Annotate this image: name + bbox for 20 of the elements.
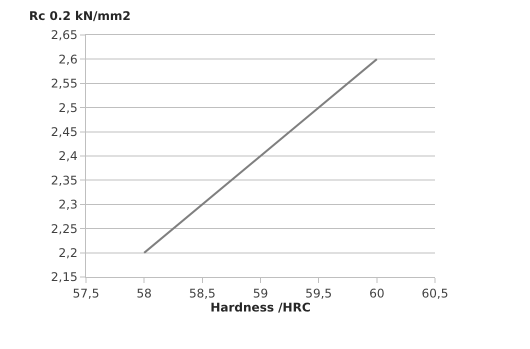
y-tick-label: 2,35 [50,173,78,188]
x-tick-label: 59,5 [305,286,332,300]
y-tick-label: 2,2 [58,246,78,260]
x-tick-label: 59 [252,286,268,300]
x-tick-label: 60 [369,286,384,300]
y-axis-title: Rc 0.2 kN/mm2 [29,9,131,23]
y-tick-label: 2,25 [50,222,78,236]
y-tick-label: 2,15 [50,270,78,284]
y-tick-label: 2,6 [58,52,78,66]
y-tick-label: 2,65 [50,28,78,42]
y-tick-label: 2,3 [58,198,78,212]
y-tick-label: 2,5 [58,100,78,115]
x-tick-label: 58,5 [188,286,216,300]
y-tick-label: 2,45 [50,125,78,139]
x-tick-label: 58 [136,286,152,300]
y-tick-label: 2,4 [58,149,78,164]
y-tick-label: 2,55 [50,76,78,91]
x-axis-title: Hardness /HRC [210,300,311,314]
x-tick-label: 57,5 [72,286,100,300]
x-tick-label: 60,5 [422,286,448,300]
